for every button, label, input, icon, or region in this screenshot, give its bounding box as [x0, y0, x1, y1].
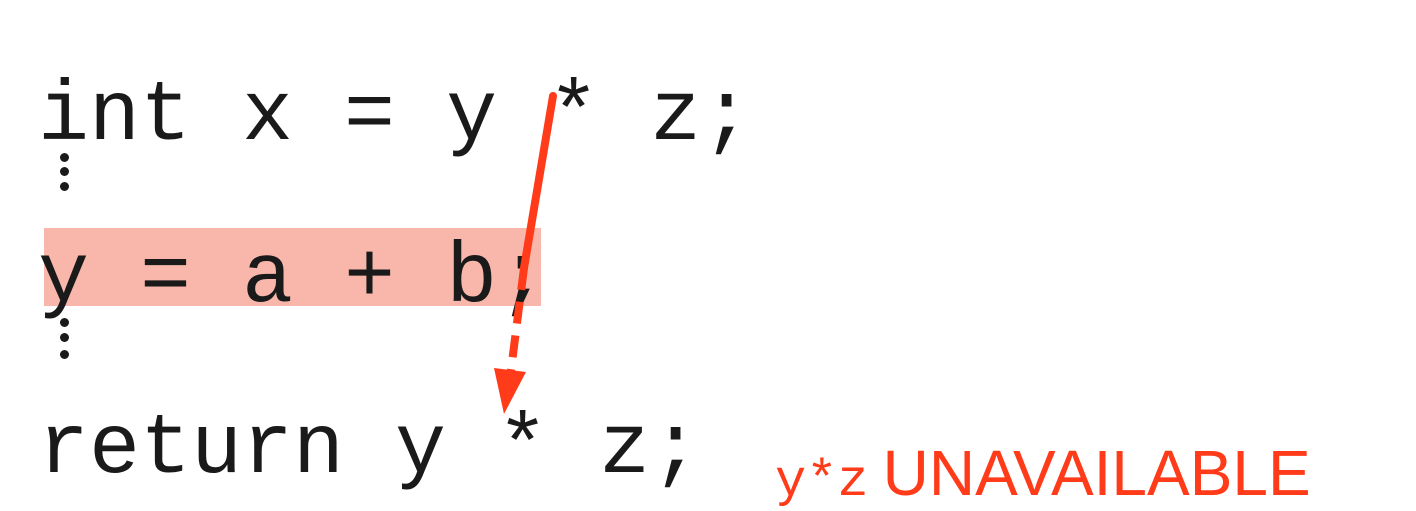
annotation-expression: y*z — [775, 452, 869, 511]
code-line-return: return y * z; — [38, 401, 702, 498]
arrow-dashed-segment — [506, 267, 528, 379]
ellipsis-icon — [60, 153, 70, 193]
arrow-solid-segment — [520, 92, 557, 272]
ellipsis-icon — [60, 318, 70, 368]
code-line-kill: y = a + b; — [38, 230, 549, 327]
annotation-status: UNAVAILABLE — [882, 437, 1311, 509]
kill-highlight — [44, 228, 541, 306]
availability-annotation: y*z UNAVAILABLE — [767, 418, 1311, 511]
arrow-head-icon — [494, 368, 526, 414]
code-line-definition: int x = y * z; — [38, 68, 753, 165]
